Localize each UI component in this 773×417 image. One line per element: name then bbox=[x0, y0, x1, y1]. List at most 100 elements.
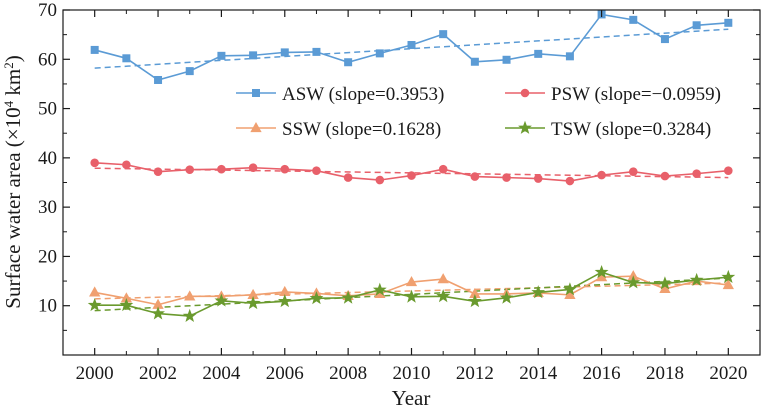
asw-data-point bbox=[280, 48, 289, 57]
tsw-data-point bbox=[214, 293, 229, 307]
series-markers bbox=[87, 10, 736, 322]
tsw-data-point bbox=[467, 294, 482, 308]
asw-data-point bbox=[344, 58, 353, 67]
y-tick-label: 20 bbox=[38, 246, 57, 267]
tsw-data-point bbox=[499, 290, 514, 304]
psw-data-point bbox=[375, 175, 385, 185]
asw-data-point bbox=[217, 51, 226, 60]
psw-data-point bbox=[724, 166, 733, 175]
psw-data-point bbox=[90, 158, 99, 168]
ssw-legend-marker bbox=[250, 121, 262, 133]
y-axis-title-sup: 4 bbox=[1, 100, 16, 107]
asw-data-point bbox=[502, 55, 511, 64]
y-tick-label: 10 bbox=[38, 296, 57, 317]
x-tick-label: 2020 bbox=[709, 363, 747, 384]
psw-data-point bbox=[407, 171, 416, 180]
ssw-data-point bbox=[184, 290, 196, 301]
tsw-data-point bbox=[594, 264, 609, 279]
y-tick-label: 60 bbox=[38, 49, 57, 70]
psw-data-point bbox=[470, 172, 480, 181]
x-tick-label: 2018 bbox=[646, 363, 684, 384]
tsw-data-point bbox=[87, 297, 102, 312]
tsw-legend-marker bbox=[518, 120, 532, 134]
legend: ASW (slope=0.3953) PSW (slope=−0.0959) SSW… bbox=[236, 84, 721, 140]
tsw-data-point bbox=[372, 282, 387, 296]
tsw-legend-label: TSW (slope=0.3284) bbox=[551, 119, 711, 140]
psw-data-point bbox=[533, 174, 543, 183]
tsw-data-point bbox=[531, 285, 546, 299]
tsw-data-point bbox=[721, 269, 736, 283]
x-tick-label: 2002 bbox=[139, 363, 177, 384]
x-tick-label: 2014 bbox=[519, 363, 558, 384]
asw-legend-label: ASW (slope=0.3953) bbox=[282, 84, 444, 105]
ticks: 2000 2002 2004 2006 2008 2010 2012 2014 2016 2018… bbox=[38, 0, 760, 384]
tsw-data-point bbox=[436, 289, 451, 303]
x-axis-title: Year bbox=[392, 386, 431, 410]
asw-data-point bbox=[565, 52, 574, 61]
y-axis-title-close: ) bbox=[1, 55, 25, 62]
y-tick-label: 30 bbox=[38, 197, 57, 218]
ssw-legend-label: SSW (slope=0.1628) bbox=[282, 119, 441, 140]
x-tick-label: 2016 bbox=[583, 363, 621, 384]
psw-data-point bbox=[248, 163, 258, 173]
tsw-data-point bbox=[151, 306, 165, 320]
asw-data-point bbox=[660, 35, 669, 44]
ssw-data-point bbox=[722, 278, 734, 290]
x-tick-label: 2004 bbox=[202, 363, 241, 384]
y-tick-label: 40 bbox=[38, 148, 57, 169]
psw-data-point bbox=[597, 170, 606, 180]
tsw-data-point bbox=[119, 297, 134, 312]
asw-data-point bbox=[312, 47, 321, 56]
tsw-data-point bbox=[563, 282, 577, 296]
asw-data-point bbox=[122, 54, 131, 63]
tsw-data-point bbox=[309, 291, 324, 305]
tsw-data-point bbox=[689, 272, 704, 286]
psw-data-point bbox=[122, 160, 131, 170]
tsw-data-point bbox=[182, 308, 197, 322]
ssw-data-point bbox=[437, 273, 449, 284]
asw-data-point bbox=[249, 51, 258, 60]
asw-data-point bbox=[692, 21, 701, 30]
psw-legend-marker bbox=[520, 88, 530, 98]
psw-data-point bbox=[502, 173, 511, 182]
asw-data-point bbox=[90, 45, 99, 54]
asw-data-point bbox=[629, 15, 638, 24]
asw-data-point bbox=[470, 57, 479, 66]
asw-data-point bbox=[439, 30, 448, 39]
asw-data-point bbox=[375, 49, 384, 58]
tsw-data-point bbox=[404, 289, 419, 303]
x-tick-label: 2006 bbox=[266, 363, 304, 384]
psw-data-point bbox=[312, 166, 321, 175]
y-axis-title-main: Surface water area (×10 bbox=[1, 107, 25, 308]
x-tick-label: 2010 bbox=[393, 363, 431, 384]
tsw-data-point bbox=[277, 294, 292, 308]
asw-data-point bbox=[724, 18, 733, 27]
psw-data-point bbox=[692, 169, 701, 178]
y-tick-label: 50 bbox=[38, 99, 57, 120]
x-tick-label: 2012 bbox=[456, 363, 494, 384]
y-axis-title-sup2: 2 bbox=[1, 62, 16, 69]
plot-frame bbox=[62, 9, 761, 356]
ssw-data-point bbox=[89, 286, 101, 297]
asw-data-point bbox=[534, 49, 543, 58]
psw-data-point bbox=[185, 165, 195, 174]
tsw-trend-line bbox=[94, 277, 729, 312]
asw-legend-marker bbox=[252, 89, 260, 97]
psw-legend-label: PSW (slope=−0.0959) bbox=[551, 84, 721, 105]
psw-data-point bbox=[628, 167, 638, 176]
tsw-data-point bbox=[246, 295, 260, 310]
ssw-data-point bbox=[405, 276, 418, 287]
x-tick-label: 2000 bbox=[76, 363, 114, 384]
y-tick-label: 70 bbox=[38, 0, 57, 21]
asw-data-point bbox=[407, 40, 416, 49]
psw-data-point bbox=[565, 176, 575, 186]
tsw-data-point bbox=[626, 275, 641, 289]
asw-data-point bbox=[185, 67, 194, 76]
psw-data-point bbox=[280, 164, 290, 174]
y-axis-title: Surface water area (×104 km2) bbox=[1, 55, 25, 308]
asw-data-point bbox=[154, 75, 163, 84]
ssw-data-point bbox=[659, 282, 671, 294]
tsw-data-point bbox=[658, 276, 672, 290]
